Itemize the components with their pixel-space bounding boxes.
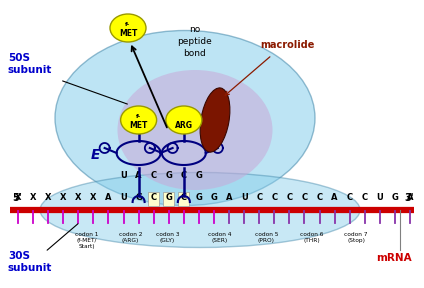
Text: ARG: ARG [175,122,193,130]
Text: C: C [256,194,262,202]
Text: X: X [30,194,36,202]
Text: f-: f- [126,22,131,26]
Text: codon 2
(ARG): codon 2 (ARG) [119,232,142,243]
FancyBboxPatch shape [163,192,174,206]
Text: C: C [347,194,353,202]
Text: A: A [135,170,142,179]
Text: G: G [391,194,399,202]
Text: macrolide: macrolide [260,40,314,50]
Ellipse shape [117,70,273,190]
Text: C: C [151,170,157,179]
FancyBboxPatch shape [179,192,190,206]
Text: A: A [407,194,413,202]
Text: U: U [241,194,248,202]
Text: subunit: subunit [8,65,53,75]
Text: bond: bond [184,50,206,58]
Text: codon 1
(f-MET/
Start): codon 1 (f-MET/ Start) [75,232,99,249]
Text: G: G [165,170,172,179]
Text: U: U [377,194,383,202]
Text: 3': 3' [404,193,414,203]
Text: E: E [90,148,100,162]
Text: P: P [129,115,138,128]
Text: C: C [271,194,277,202]
Ellipse shape [120,106,156,134]
Text: G: G [165,194,172,202]
Text: X: X [75,194,81,202]
Text: A: A [181,115,191,128]
Text: A: A [105,194,112,202]
Ellipse shape [166,106,202,134]
Text: codon 5
(PRO): codon 5 (PRO) [254,232,278,243]
Text: C: C [301,194,307,202]
Text: f-: f- [136,113,141,118]
Text: codon 7
(Stop): codon 7 (Stop) [344,232,368,243]
Text: G: G [135,194,142,202]
Text: codon 6
(THR): codon 6 (THR) [300,232,324,243]
Text: MET: MET [129,122,148,130]
Text: no: no [190,26,201,35]
Text: 30S: 30S [8,251,30,261]
Text: C: C [151,194,157,202]
Text: G: G [211,194,218,202]
Text: subunit: subunit [8,263,53,273]
Text: C: C [362,194,368,202]
Text: codon 3
(GLY): codon 3 (GLY) [156,232,179,243]
Text: A: A [226,194,232,202]
Text: 5': 5' [12,193,22,203]
Text: 50S: 50S [8,53,30,63]
Text: codon 4
(SER): codon 4 (SER) [208,232,232,243]
Text: U: U [120,194,127,202]
Text: X: X [15,194,21,202]
Text: U: U [120,170,127,179]
Ellipse shape [40,173,360,247]
Text: X: X [60,194,67,202]
Text: peptide: peptide [178,37,212,46]
Text: C: C [286,194,293,202]
Text: C: C [316,194,323,202]
Ellipse shape [200,88,230,152]
Text: G: G [195,170,202,179]
Ellipse shape [110,14,146,42]
FancyBboxPatch shape [148,192,159,206]
Text: C: C [181,170,187,179]
Text: mRNA: mRNA [377,253,412,263]
Text: C: C [181,194,187,202]
Text: X: X [45,194,51,202]
Text: G: G [195,194,202,202]
Text: X: X [90,194,97,202]
Text: MET: MET [119,29,137,39]
Ellipse shape [55,31,315,206]
Text: A: A [332,194,338,202]
